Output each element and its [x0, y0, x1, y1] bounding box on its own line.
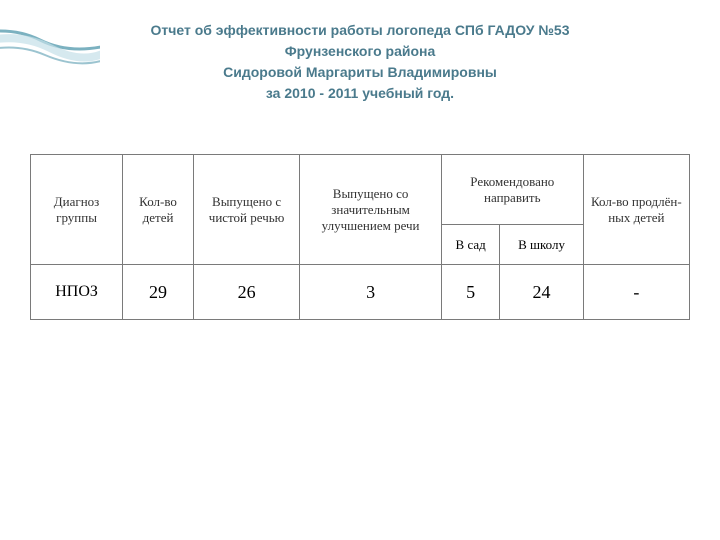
header-line-3: Сидоровой Маргариты Владимировны	[0, 62, 720, 83]
cell-to-school: 24	[500, 265, 583, 320]
cell-diagnosis: НПОЗ	[31, 265, 123, 320]
header-line-4: за 2010 - 2011 учебный год.	[0, 83, 720, 104]
table-container: Диагноз группы Кол-во детей Выпущено с ч…	[0, 134, 720, 340]
cell-extended: -	[583, 265, 689, 320]
cell-to-garden: 5	[441, 265, 499, 320]
header-line-2: Фрунзенского района	[0, 41, 720, 62]
col-diagnosis: Диагноз группы	[31, 155, 123, 265]
subcol-garden: В сад	[441, 225, 499, 265]
report-header: Отчет об эффективности работы логопеда С…	[0, 0, 720, 134]
col-released-clean: Выпущено с чистой речью	[193, 155, 299, 265]
subcol-school: В школу	[500, 225, 583, 265]
col-count: Кол-во детей	[123, 155, 194, 265]
report-table: Диагноз группы Кол-во детей Выпущено с ч…	[30, 154, 690, 320]
cell-count: 29	[123, 265, 194, 320]
col-recommended: Рекомендовано направить	[441, 155, 583, 225]
table-row: НПОЗ 29 26 3 5 24 -	[31, 265, 690, 320]
col-extended: Кол-во продлён-ных детей	[583, 155, 689, 265]
cell-released-clean: 26	[193, 265, 299, 320]
col-released-improved: Выпущено со значительным улучшением речи	[300, 155, 442, 265]
header-line-1: Отчет об эффективности работы логопеда С…	[0, 20, 720, 41]
table-header-row: Диагноз группы Кол-во детей Выпущено с ч…	[31, 155, 690, 225]
cell-released-improved: 3	[300, 265, 442, 320]
